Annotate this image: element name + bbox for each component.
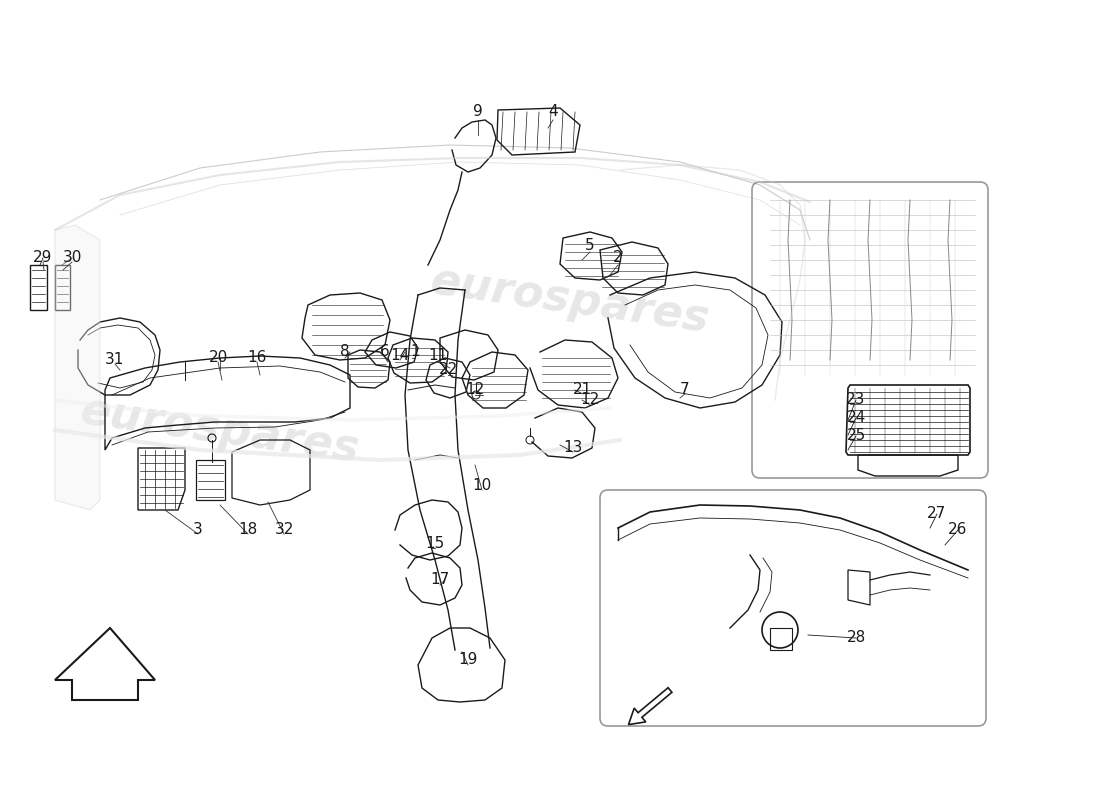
Text: 25: 25: [846, 429, 866, 443]
Text: 20: 20: [208, 350, 228, 366]
Text: 26: 26: [948, 522, 968, 538]
Text: 4: 4: [548, 105, 558, 119]
Text: 22: 22: [439, 362, 458, 378]
Text: 31: 31: [106, 353, 124, 367]
FancyArrow shape: [628, 688, 672, 725]
Text: eurospares: eurospares: [78, 389, 362, 471]
FancyBboxPatch shape: [600, 490, 986, 726]
Text: 21: 21: [573, 382, 593, 398]
Polygon shape: [55, 225, 100, 510]
Text: 3: 3: [194, 522, 202, 538]
Text: 12: 12: [465, 382, 485, 398]
Text: 28: 28: [846, 630, 866, 646]
Text: 5: 5: [585, 238, 595, 253]
Text: 15: 15: [426, 535, 444, 550]
FancyBboxPatch shape: [752, 182, 988, 478]
Text: 12: 12: [581, 393, 600, 407]
Text: 9: 9: [473, 105, 483, 119]
Text: 8: 8: [340, 345, 350, 359]
Text: 2: 2: [613, 250, 623, 266]
Text: 27: 27: [927, 506, 947, 522]
Text: 30: 30: [63, 250, 81, 266]
Text: eurospares: eurospares: [428, 259, 713, 341]
Text: 1: 1: [410, 345, 420, 359]
Text: eurospares: eurospares: [607, 549, 892, 631]
Text: 6: 6: [381, 345, 389, 359]
Text: 24: 24: [846, 410, 866, 426]
Text: 16: 16: [248, 350, 266, 366]
Text: 17: 17: [430, 573, 450, 587]
Text: 18: 18: [239, 522, 257, 538]
Text: 32: 32: [274, 522, 294, 538]
Text: 7: 7: [680, 382, 690, 398]
Text: 29: 29: [33, 250, 53, 266]
Text: 11: 11: [428, 347, 448, 362]
Text: 10: 10: [472, 478, 492, 493]
Text: 19: 19: [459, 653, 477, 667]
Text: 23: 23: [846, 393, 866, 407]
Text: 14: 14: [390, 347, 409, 362]
Text: 13: 13: [563, 441, 583, 455]
